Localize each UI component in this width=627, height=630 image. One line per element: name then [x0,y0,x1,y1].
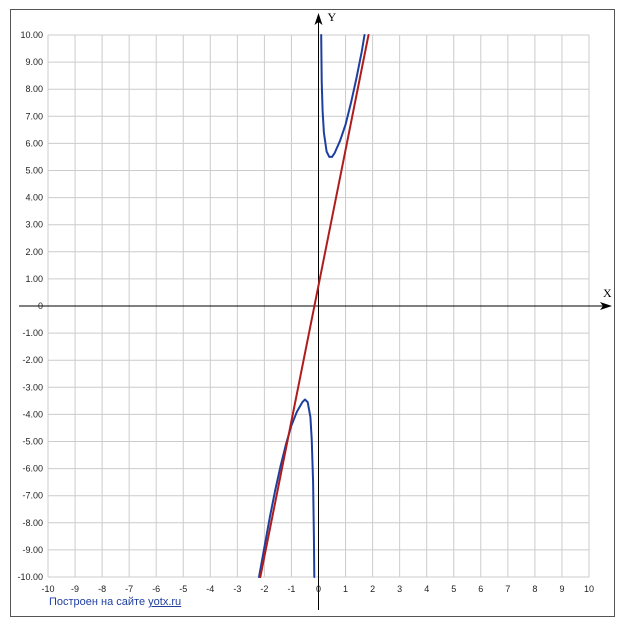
series-line-1 [258,398,316,578]
x-tick-label: -8 [98,584,106,594]
y-tick-label: -6.00 [22,464,43,474]
x-tick-label: -7 [125,584,133,594]
x-tick-label: -3 [233,584,241,594]
y-tick-label: -3.00 [22,382,43,392]
x-tick-label: -1 [287,584,295,594]
credit-link[interactable]: yotx.ru [148,596,182,608]
x-tick-label: 2 [370,584,375,594]
y-tick-label: 1.00 [25,274,43,284]
series-line-3 [259,34,370,578]
y-tick-label: 7.00 [25,111,43,121]
y-tick-label: 0 [38,301,43,311]
y-tick-label: -9.00 [22,545,43,555]
y-tick-label: 5.00 [25,166,43,176]
y-tick-label: -1.00 [22,328,43,338]
x-tick-label: 9 [559,584,564,594]
x-axis-label: X [603,286,612,300]
x-tick-label: 3 [397,584,402,594]
x-tick-label: -2 [260,584,268,594]
chart-frame: X Y -10 -9 -8 -7 -6 -5 -4 -3 -2 -1 0 1 2 3 4 5 6 7 8 9 10 10.00… [10,9,615,617]
x-tick-label: -6 [152,584,160,594]
x-tick-label: 7 [505,584,510,594]
y-tick-label: 3.00 [25,220,43,230]
series-line-2 [320,34,366,158]
y-tick-label: -4.00 [22,409,43,419]
x-tick-label: -4 [206,584,214,594]
y-tick-label: -2.00 [22,355,43,365]
y-tick-label: 10.00 [20,30,43,40]
y-tick-label: 8.00 [25,84,43,94]
y-tick-label: 9.00 [25,57,43,67]
x-axis-arrow-icon [600,302,612,310]
y-axis-arrow-icon [314,13,323,25]
x-tick-label: 6 [478,584,483,594]
x-tick-label: -9 [71,584,79,594]
x-tick-label: -10 [41,584,54,594]
y-tick-label: -7.00 [22,491,43,501]
x-tick-label: 8 [532,584,537,594]
y-tick-label: 4.00 [25,193,43,203]
x-tick-label: 1 [343,584,348,594]
y-tick-label: 6.00 [25,138,43,148]
y-axis-label: Y [328,10,337,24]
y-tick-label: 2.00 [25,247,43,257]
function-plot: XY-10 -9 -8 -7 -6 -5 -4 -3 -2 -1 0 1 2 3 4 5 6 7 8 9 1010.00… [17,10,612,610]
x-tick-label: 4 [424,584,429,594]
x-tick-label: 5 [451,584,456,594]
y-tick-label: -5.00 [22,437,43,447]
x-tick-label: 0 [316,584,321,594]
y-tick-label: -10.00 [17,572,43,582]
credit-footer: Построен на сайте yotx.ru [49,596,181,608]
credit-text: Построен на сайте [49,596,146,608]
x-tick-label: -5 [179,584,187,594]
y-tick-label: -8.00 [22,518,43,528]
x-tick-label: 10 [584,584,594,594]
